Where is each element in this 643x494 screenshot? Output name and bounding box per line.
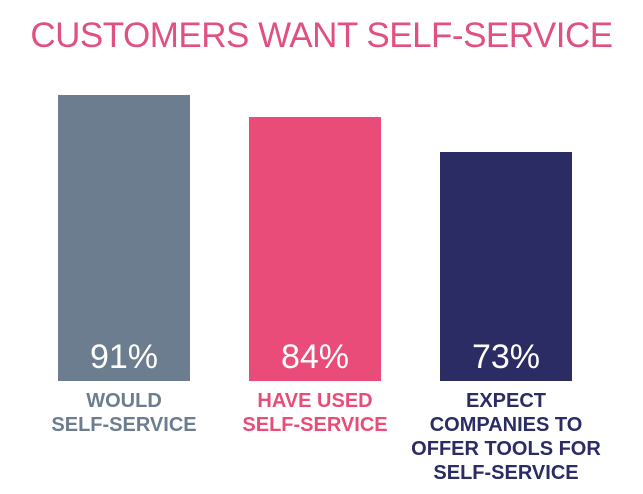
chart-title: CUSTOMERS WANT SELF-SERVICE (30, 16, 613, 55)
bar-have-used-self-service: 84% (249, 117, 381, 381)
label-line: OFFER TOOLS FOR (411, 438, 601, 460)
category-label-3: EXPECT COMPANIES TO OFFER TOOLS FOR SELF… (406, 389, 606, 485)
label-line: SELF-SERVICE (433, 462, 579, 484)
label-line: WOULD (86, 390, 162, 412)
label-line: SELF-SERVICE (242, 414, 388, 436)
bar-value-label: 91% (89, 338, 159, 376)
label-line: EXPECT (465, 390, 547, 412)
bar-value-label: 84% (280, 338, 350, 376)
label-line: SELF-SERVICE (51, 414, 197, 436)
label-line: HAVE USED (257, 390, 373, 412)
category-label-2: HAVE USED SELF-SERVICE (215, 389, 415, 437)
bar-would-self-service: 91% (58, 95, 190, 381)
label-line: COMPANIES TO (429, 414, 583, 436)
bar-expect-companies: 73% (440, 152, 572, 381)
bar-value-label: 73% (471, 338, 541, 376)
category-label-1: WOULD SELF-SERVICE (24, 389, 224, 437)
